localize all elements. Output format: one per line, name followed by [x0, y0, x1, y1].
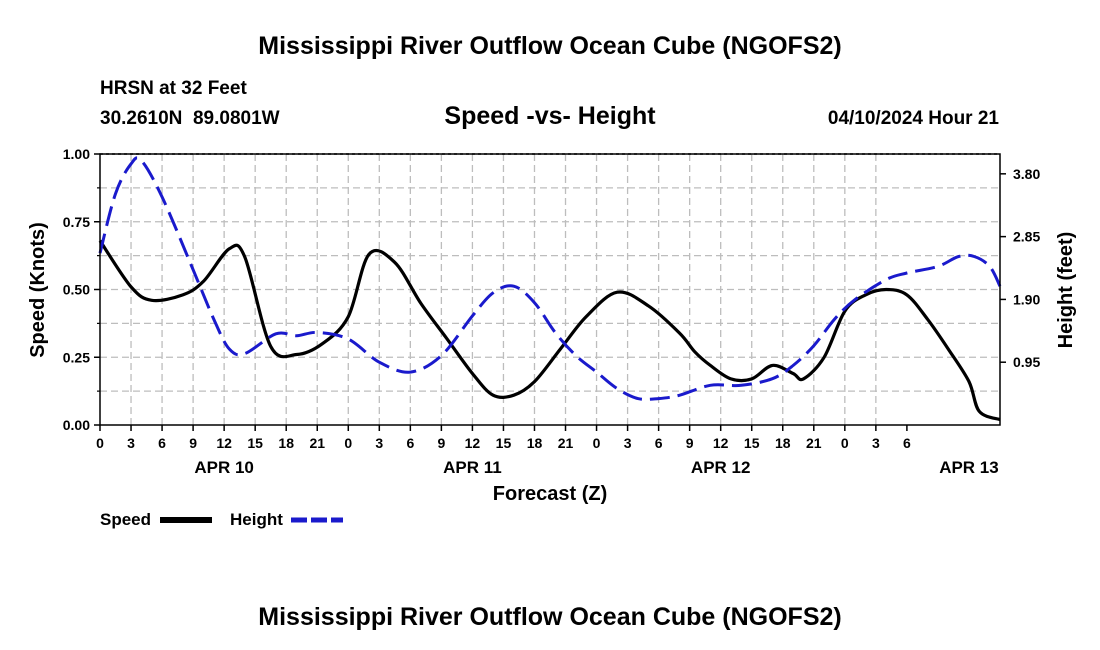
x-tick-label: 12 — [713, 435, 729, 451]
x-tick-label: 6 — [903, 435, 911, 451]
day-label: APR 11 — [443, 458, 502, 477]
y-right-tick-label: 0.95 — [1013, 354, 1040, 370]
x-tick-label: 15 — [247, 435, 263, 451]
day-label: APR 10 — [194, 458, 254, 477]
x-tick-label: 0 — [96, 435, 104, 451]
x-tick-label: 18 — [527, 435, 543, 451]
grid-lines — [100, 154, 1000, 425]
station-name: HRSN at 32 Feet — [100, 78, 247, 99]
x-tick-label: 3 — [375, 435, 383, 451]
data-series — [98, 156, 1002, 422]
x-tick-label: 3 — [872, 435, 880, 451]
axes: 0 3 6 9 12 15 18 21 0 3 6 9 12 15 18 21 0 3 6 9 12 15 18 21 0 3 6 0… — [63, 146, 1041, 477]
y-right-tick-label: 1.90 — [1013, 291, 1040, 307]
chart-subtitle: Speed -vs- Height — [444, 102, 656, 130]
x-tick-label: 0 — [841, 435, 849, 451]
bottom-title: Mississippi River Outflow Ocean Cube (NG… — [258, 603, 841, 631]
forecast-date: 04/10/2024 Hour 21 — [828, 108, 1000, 129]
x-tick-label: 18 — [775, 435, 791, 451]
x-tick-label: 0 — [593, 435, 601, 451]
day-label: APR 13 — [939, 458, 999, 477]
y-axis-title: Speed (Knots) — [27, 222, 49, 358]
x-tick-label: 15 — [744, 435, 760, 451]
x-tick-label: 3 — [127, 435, 135, 451]
y-tick-label: 0.25 — [63, 349, 90, 365]
x-tick-label: 9 — [189, 435, 197, 451]
station-coordinates: 30.2610N 89.0801W — [100, 108, 280, 129]
x-tick-label: 9 — [437, 435, 445, 451]
x-tick-label: 12 — [216, 435, 232, 451]
legend-speed-label: Speed — [100, 510, 151, 529]
page-title: Mississippi River Outflow Ocean Cube (NG… — [258, 32, 841, 60]
x-tick-label: 6 — [158, 435, 166, 451]
x-tick-label: 21 — [558, 435, 574, 451]
y-axis-right-title: Height (feet) — [1055, 232, 1077, 349]
legend-height-label: Height — [230, 510, 283, 529]
y-tick-label: 1.00 — [63, 146, 90, 162]
x-tick-label: 6 — [655, 435, 663, 451]
x-axis-title: Forecast (Z) — [493, 483, 607, 505]
x-tick-label: 6 — [406, 435, 414, 451]
y-tick-label: 0.00 — [63, 417, 90, 433]
x-tick-label: 21 — [309, 435, 325, 451]
x-tick-label: 9 — [686, 435, 694, 451]
series-line-speed — [98, 239, 1001, 422]
y-right-tick-label: 3.80 — [1013, 166, 1040, 182]
y-tick-label: 0.50 — [63, 282, 90, 298]
x-tick-label: 15 — [496, 435, 512, 451]
day-label: APR 12 — [691, 458, 751, 477]
x-tick-label: 0 — [344, 435, 352, 451]
legend: Speed Height — [100, 510, 343, 529]
x-tick-label: 3 — [624, 435, 632, 451]
y-tick-label: 0.75 — [63, 214, 90, 230]
x-tick-label: 12 — [465, 435, 481, 451]
x-tick-label: 21 — [806, 435, 822, 451]
x-tick-label: 18 — [278, 435, 294, 451]
y-right-tick-label: 2.85 — [1013, 229, 1040, 245]
